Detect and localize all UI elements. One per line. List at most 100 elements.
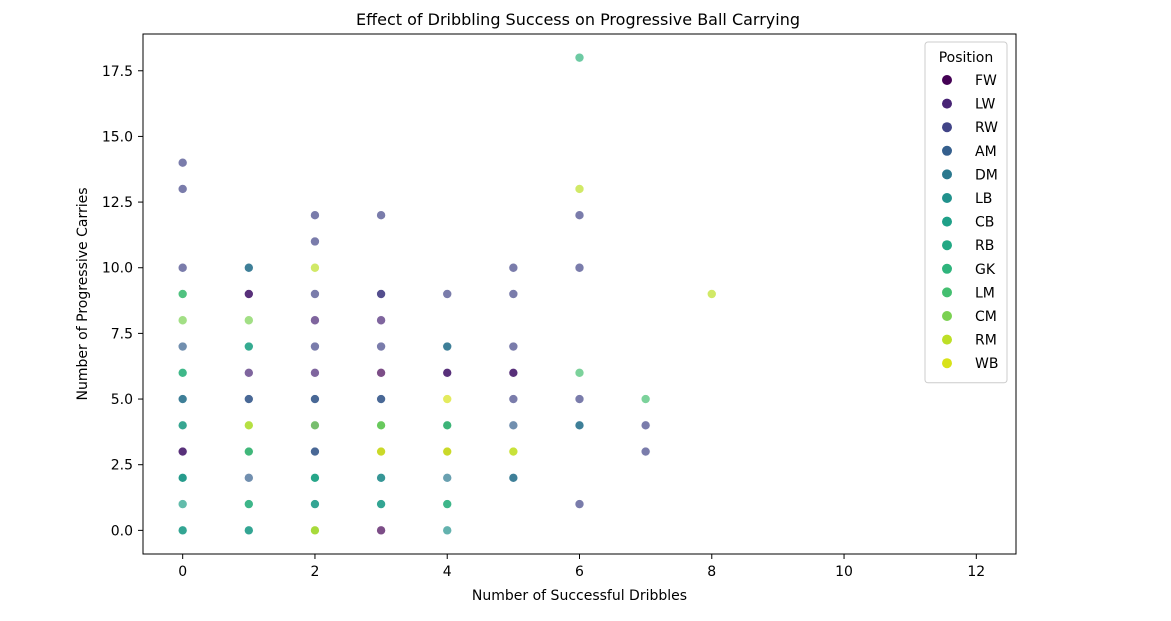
data-point-am-3 — [244, 394, 254, 404]
data-point-rw-4 — [376, 210, 386, 221]
data-point-dm-5 — [442, 473, 453, 483]
data-point-wb-1 — [442, 446, 453, 457]
data-point-fw-1 — [376, 525, 386, 536]
legend-label-lw: LW — [975, 97, 996, 113]
data-point-am-8 — [376, 394, 386, 404]
y-tick-label: 0.0 — [111, 523, 133, 539]
data-point-gk-4 — [442, 499, 453, 509]
data-point-rb-6 — [244, 341, 254, 352]
data-point-lw-3 — [442, 367, 453, 378]
data-point-gk-1 — [574, 52, 585, 63]
axes: 0 2 4 6 8 10 12 0.0 2.5 5.0 7.5 10.0 12.5 15.0 17.5 — [102, 64, 985, 580]
data-point-rw-7 — [376, 289, 386, 299]
data-point-lb-7 — [376, 473, 386, 483]
data-point-rw-17 — [574, 499, 585, 509]
data-point-rb-1 — [177, 420, 188, 431]
data-point-wb-3 — [508, 446, 519, 457]
data-point-rw-5 — [310, 236, 320, 247]
data-point-rw-19 — [376, 341, 386, 352]
plot-area — [177, 52, 717, 536]
data-point-rw-1 — [177, 184, 188, 194]
data-point-rw-0 — [177, 157, 188, 168]
data-point-lm-4 — [442, 420, 453, 431]
legend-marker-lw — [942, 98, 952, 109]
data-point-dm-1 — [177, 394, 188, 404]
y-axis-label: Number of Progressive Carries — [75, 187, 91, 400]
y-tick-label: 15.0 — [102, 129, 133, 145]
data-point-rw-12 — [574, 262, 585, 273]
data-point-lw-0 — [244, 289, 254, 299]
legend: Position FW LW RW AM DM LB CB RB GK LM CM RM WB — [924, 41, 1008, 384]
data-point-rw-2 — [177, 262, 188, 273]
data-point-lm-0 — [177, 289, 188, 299]
x-tick-label: 2 — [310, 564, 319, 580]
data-point-rw-3 — [310, 210, 320, 221]
y-tick-label: 7.5 — [111, 326, 133, 342]
data-point-am-11 — [508, 420, 519, 431]
legend-marker-dm — [942, 169, 952, 180]
data-point-lw-6 — [244, 367, 254, 378]
legend-marker-lm — [942, 287, 952, 298]
x-tick-label: 6 — [575, 564, 584, 580]
data-point-rw-6 — [310, 289, 320, 299]
legend-marker-fw — [942, 75, 952, 85]
data-point-lm-5 — [244, 446, 254, 457]
data-point-rm-1 — [706, 289, 717, 299]
x-tick-label: 4 — [443, 564, 452, 580]
data-point-lm-2 — [640, 394, 651, 404]
x-tick-label: 0 — [178, 564, 187, 580]
data-point-cm-6 — [376, 420, 386, 431]
x-axis-label: Number of Successful Dribbles — [472, 588, 687, 604]
legend-marker-rb — [942, 240, 952, 251]
legend-title: Position — [939, 50, 994, 66]
data-point-lw-1 — [310, 315, 320, 326]
data-point-lw-8 — [177, 446, 188, 457]
data-point-rw-10 — [508, 289, 519, 299]
data-point-am-0 — [177, 341, 188, 352]
legend-marker-gk — [942, 263, 952, 274]
data-point-rm-5 — [244, 420, 254, 431]
data-point-rb-3 — [310, 473, 320, 483]
y-tick-label: 12.5 — [102, 195, 133, 211]
data-point-lw-2 — [376, 315, 386, 326]
data-point-lb-4 — [442, 525, 453, 536]
x-tick-label: 10 — [835, 564, 853, 580]
legend-label-lb: LB — [975, 191, 992, 207]
data-point-cb-4 — [310, 499, 320, 509]
data-point-am-4 — [244, 473, 254, 483]
data-point-rw-8 — [442, 289, 453, 299]
y-tick-label: 10.0 — [102, 261, 133, 277]
legend-marker-cb — [942, 216, 952, 227]
data-point-rm-2 — [574, 184, 585, 194]
legend-marker-lb — [942, 193, 952, 203]
legend-marker-rw — [942, 122, 952, 133]
legend-marker-wb — [942, 358, 952, 369]
legend-label-rb: RB — [975, 238, 994, 254]
legend-marker-cm — [942, 311, 952, 321]
legend-label-am: AM — [975, 144, 997, 160]
data-point-cm-0 — [177, 315, 188, 326]
data-point-rw-16 — [640, 446, 651, 457]
legend-label-gk: GK — [975, 262, 996, 278]
data-point-rw-18 — [310, 341, 320, 352]
data-point-gk-3 — [244, 499, 254, 509]
chart-title: Effect of Dribbling Success on Progressi… — [356, 10, 800, 29]
data-point-rw-14 — [574, 394, 585, 404]
legend-label-dm: DM — [975, 167, 998, 183]
data-point-rw-9 — [508, 262, 519, 273]
data-point-rm-6 — [310, 525, 320, 536]
data-point-rw-11 — [574, 210, 585, 221]
data-point-lw-5 — [310, 367, 320, 378]
data-point-dm-10 — [574, 420, 585, 431]
data-point-rw-15 — [640, 420, 651, 431]
data-point-rm-0 — [310, 262, 320, 273]
data-point-cb-8 — [177, 473, 188, 483]
data-point-cb-7 — [376, 499, 386, 509]
data-point-wb-2 — [376, 446, 386, 457]
data-point-am-5 — [310, 394, 320, 404]
data-point-dm-9 — [442, 341, 453, 352]
data-point-lw-4 — [508, 367, 519, 378]
data-point-rw-24 — [508, 394, 519, 404]
legend-label-cm: CM — [975, 309, 997, 325]
